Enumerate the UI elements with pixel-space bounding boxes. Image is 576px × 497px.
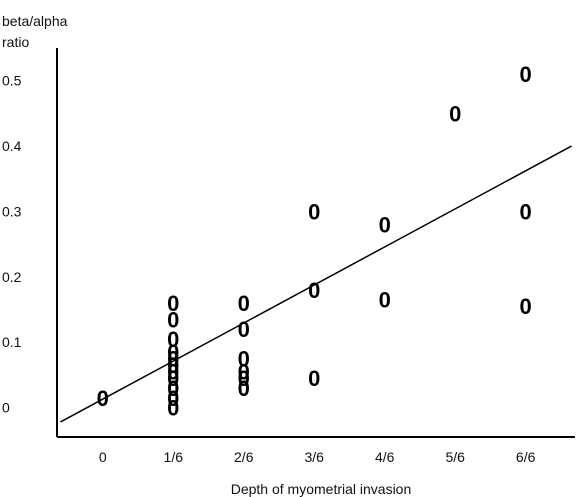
data-point: 0: [520, 199, 532, 224]
y-tick-label: 0.5: [2, 73, 22, 89]
data-point: 0: [167, 386, 179, 411]
x-tick-label: 2/6: [234, 449, 254, 465]
y-tick-label: 0.3: [2, 203, 22, 219]
data-point: 0: [167, 366, 179, 391]
y-axis-title-line-1: beta/alpha: [2, 13, 68, 29]
x-tick-label: 3/6: [305, 449, 325, 465]
y-tick-label: 0: [2, 400, 10, 416]
data-point: 0: [97, 386, 109, 411]
x-tick-label: 6/6: [516, 449, 536, 465]
x-tick-label: 0: [99, 449, 107, 465]
data-point: 0: [238, 366, 250, 391]
data-point: 0: [238, 376, 250, 401]
data-point: 0: [449, 101, 461, 126]
data-point: 0: [167, 360, 179, 385]
x-tick-label: 1/6: [164, 449, 184, 465]
y-tick-label: 0.2: [2, 269, 22, 285]
data-point: 0: [167, 340, 179, 365]
data-point: 0: [308, 366, 320, 391]
data-point: 0: [379, 213, 391, 238]
trend-line: [60, 145, 572, 423]
x-axis-title: Depth of myometrial invasion: [231, 481, 412, 497]
x-tick-label: 5/6: [445, 449, 465, 465]
data-point: 0: [238, 360, 250, 385]
data-point: 0: [520, 62, 532, 87]
x-tick-label: 4/6: [375, 449, 395, 465]
data-point: 0: [167, 396, 179, 421]
x-tick-labels: 0 1/6 2/6 3/6 4/6 5/6 6/6: [99, 449, 536, 465]
data-point: 0: [238, 317, 250, 342]
y-tick-label: 0.1: [2, 334, 22, 350]
data-point: 0: [167, 307, 179, 332]
data-point: 0: [167, 376, 179, 401]
data-point: 0: [167, 291, 179, 316]
data-point: 0: [167, 353, 179, 378]
data-point: 0: [308, 199, 320, 224]
y-axis-title: beta/alpha ratio: [2, 13, 68, 50]
y-axis-title-line-2: ratio: [2, 34, 29, 50]
y-tick-label: 0.4: [2, 138, 22, 154]
data-point: 0: [520, 294, 532, 319]
data-point: 0: [167, 347, 179, 372]
data-point: 0: [379, 288, 391, 313]
y-tick-labels: 0 0.1 0.2 0.3 0.4 0.5: [2, 73, 22, 416]
data-point: 0: [238, 347, 250, 372]
data-point: 0: [167, 327, 179, 352]
data-point: 0: [238, 291, 250, 316]
data-point: 0: [308, 278, 320, 303]
